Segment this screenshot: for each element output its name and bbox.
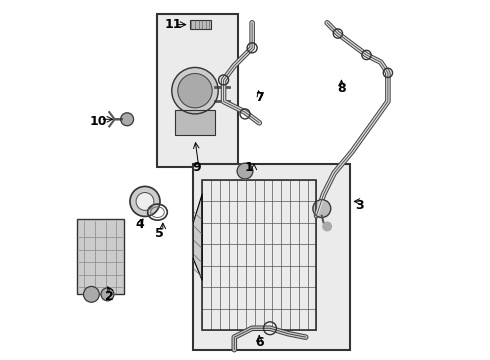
Text: 4: 4 [135,218,144,231]
Text: 8: 8 [337,82,346,95]
Bar [175,111,215,135]
Circle shape [121,113,134,126]
Circle shape [237,163,253,179]
Circle shape [83,287,99,302]
Text: 10: 10 [90,114,107,127]
Circle shape [130,186,160,216]
Text: 7: 7 [255,91,264,104]
Circle shape [101,288,114,301]
Circle shape [323,222,331,231]
Bar [193,164,350,350]
Circle shape [178,73,212,108]
Bar [202,180,317,330]
Text: 6: 6 [255,336,264,349]
Polygon shape [193,194,202,280]
Text: 2: 2 [105,289,114,303]
Bar [190,20,211,29]
Circle shape [172,67,218,114]
Text: 3: 3 [355,198,364,212]
Text: 1: 1 [244,161,253,174]
Text: 5: 5 [155,227,164,240]
Circle shape [136,193,154,210]
Bar [77,219,123,294]
Circle shape [313,200,331,217]
Text: 9: 9 [193,161,201,174]
Text: 11: 11 [165,18,182,31]
Bar [157,14,238,167]
